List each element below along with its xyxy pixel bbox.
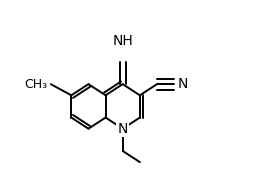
Text: N: N: [178, 77, 188, 91]
Text: CH₃: CH₃: [24, 78, 47, 91]
Text: NH: NH: [112, 34, 133, 48]
Text: N: N: [118, 122, 128, 136]
